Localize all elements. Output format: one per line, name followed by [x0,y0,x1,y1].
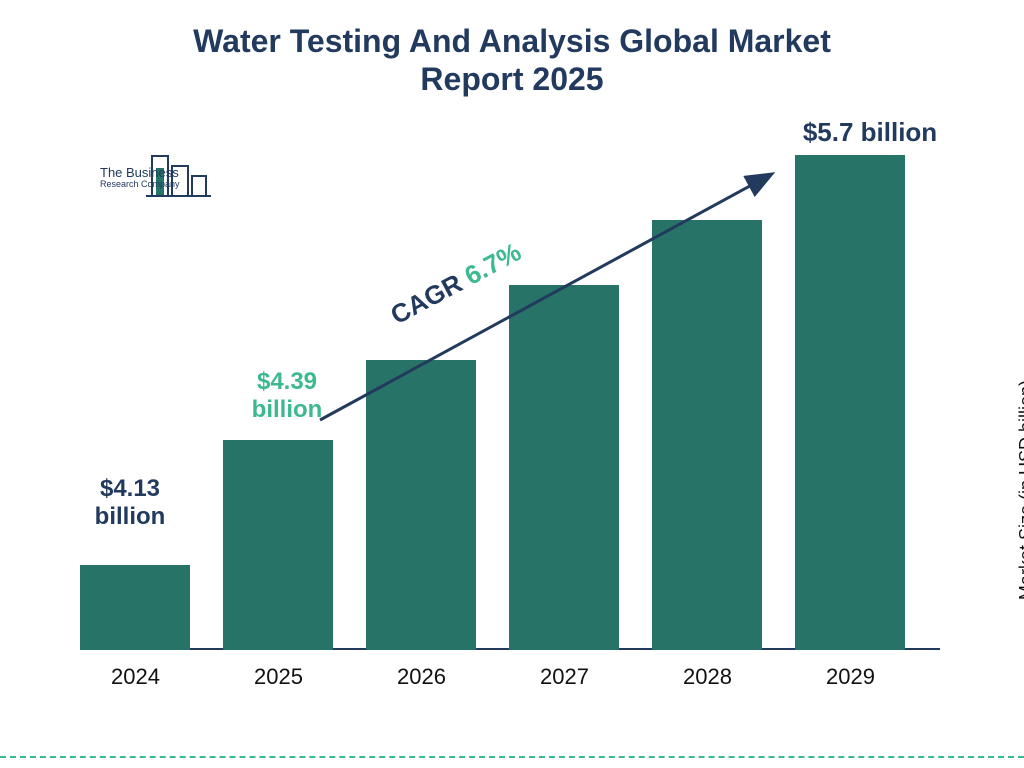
bar-2026 [366,360,476,650]
value-label-1: $4.39billion [232,368,342,423]
x-label-2024: 2024 [64,664,207,690]
bar-2025 [223,440,333,650]
title-line-1: Water Testing And Analysis Global Market [193,23,831,59]
value-label-2: $5.7 billion [770,118,970,148]
chart-container: Water Testing And Analysis Global Market… [0,0,1024,768]
plot-area: 202420252026202720282029 [80,150,940,650]
x-label-2027: 2027 [493,664,636,690]
bar-2027 [509,285,619,650]
x-label-2029: 2029 [779,664,922,690]
bar-2028 [652,220,762,650]
bar-2024 [80,565,190,650]
chart-title: Water Testing And Analysis Global Market… [0,22,1024,99]
title-line-2: Report 2025 [420,61,603,97]
bottom-divider [0,756,1024,758]
x-label-2025: 2025 [207,664,350,690]
bar-2029 [795,155,905,650]
value-label-0: $4.13billion [75,475,185,530]
x-label-2028: 2028 [636,664,779,690]
y-axis-label: Market Size (in USD billion) [1016,380,1024,600]
x-label-2026: 2026 [350,664,493,690]
